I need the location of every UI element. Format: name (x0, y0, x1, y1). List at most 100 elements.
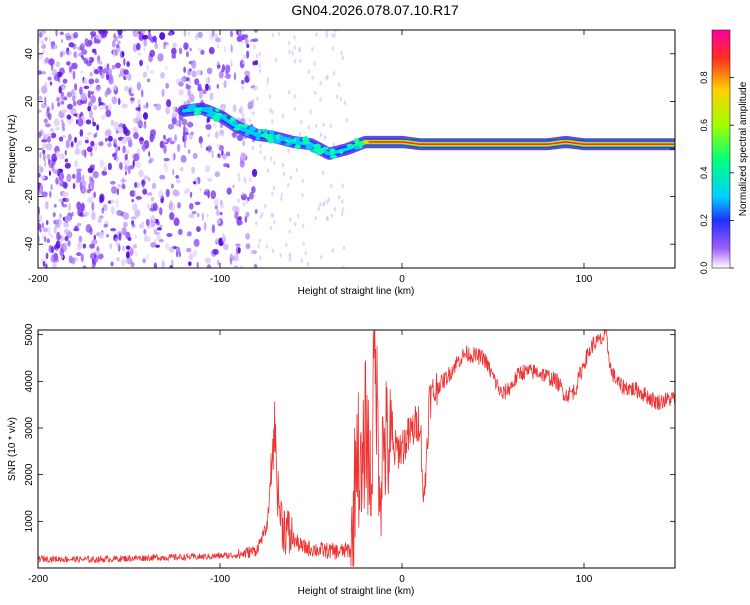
noise-blob (189, 191, 193, 198)
noise-blob (191, 59, 197, 69)
noise-blob (60, 93, 65, 101)
noise-blob (129, 165, 135, 170)
noise-blob (293, 94, 297, 99)
ridge-spot (305, 143, 313, 150)
noise-blob (129, 93, 135, 97)
noise-blob (86, 146, 93, 153)
noise-blob (61, 134, 66, 139)
noise-blob (233, 265, 238, 268)
noise-blob (311, 75, 314, 80)
noise-blob (261, 212, 264, 217)
noise-blob (251, 168, 258, 178)
noise-blob (239, 265, 243, 268)
noise-blob (156, 227, 162, 231)
noise-blob (108, 76, 114, 85)
noise-blob (79, 70, 83, 75)
noise-blob (172, 168, 175, 176)
noise-blob (68, 65, 72, 73)
noise-blob (154, 218, 159, 224)
noise-blob (259, 143, 262, 149)
noise-blob (332, 71, 336, 76)
noise-blob (225, 64, 231, 74)
noise-blob (83, 78, 88, 85)
noise-blob (123, 159, 130, 166)
noise-blob (167, 123, 174, 130)
noise-blob (104, 32, 108, 37)
spectrogram-y-tick-label: -40 (24, 237, 35, 252)
noise-blob (242, 139, 245, 147)
noise-blob (319, 81, 322, 86)
noise-blob (124, 170, 127, 176)
noise-blob (256, 96, 259, 102)
noise-blob (127, 139, 133, 148)
noise-blob (340, 50, 343, 56)
noise-blob (255, 85, 258, 90)
noise-blob (176, 246, 181, 254)
noise-blob (111, 39, 116, 48)
noise-blob (138, 169, 144, 178)
noise-blob (298, 46, 301, 52)
noise-blob (291, 51, 294, 56)
noise-blob (165, 82, 169, 89)
noise-blob (116, 209, 123, 216)
noise-blob (266, 168, 270, 174)
noise-blob (152, 202, 158, 212)
noise-blob (189, 78, 192, 85)
noise-blob (150, 196, 155, 202)
noise-blob (101, 207, 105, 214)
noise-blob (53, 204, 57, 208)
noise-blob (53, 252, 59, 262)
noise-blob (178, 89, 184, 96)
noise-blob (156, 234, 162, 241)
noise-blob (38, 52, 44, 61)
noise-blob (186, 188, 190, 193)
noise-blob (149, 70, 155, 74)
noise-blob (229, 258, 233, 265)
ridge-spot (338, 149, 344, 154)
noise-blob (124, 153, 128, 161)
noise-blob (225, 151, 231, 157)
snr-x-tick-label: -200 (28, 574, 48, 585)
noise-blob (113, 138, 117, 145)
noise-blob (162, 42, 169, 46)
noise-blob (258, 63, 261, 68)
noise-blob (86, 189, 91, 194)
ridge-spot (273, 138, 282, 144)
noise-blob (42, 143, 48, 150)
noise-blob (171, 116, 177, 125)
noise-blob (66, 61, 71, 66)
noise-blob (204, 188, 210, 197)
noise-blob (166, 232, 173, 237)
noise-blob (206, 264, 212, 268)
noise-blob (44, 81, 48, 87)
noise-blob (159, 140, 165, 149)
noise-blob (82, 265, 87, 268)
spectrogram-y-tick-label: 40 (24, 48, 35, 60)
noise-blob (76, 201, 82, 211)
noise-blob (104, 137, 108, 142)
noise-blob (158, 239, 164, 243)
noise-blob (63, 221, 70, 228)
noise-blob (313, 61, 316, 66)
noise-blob (326, 74, 329, 80)
noise-blob (282, 171, 286, 176)
snr-x-tick-label: 100 (576, 574, 593, 585)
noise-blob (115, 62, 121, 69)
noise-blob (41, 191, 48, 198)
snr-y-tick-label: 4000 (24, 370, 35, 393)
noise-blob (72, 183, 76, 189)
noise-blob (45, 263, 48, 268)
noise-blob (122, 145, 126, 154)
noise-blob (93, 191, 97, 198)
noise-blob (205, 124, 212, 130)
noise-blob (168, 246, 175, 253)
noise-blob (107, 162, 112, 171)
noise-blob (45, 220, 49, 226)
noise-blob (212, 248, 219, 255)
ridge-spot (255, 136, 261, 141)
noise-blob (98, 231, 105, 239)
noise-blob (97, 218, 102, 223)
noise-blob (163, 134, 166, 140)
noise-blob (273, 220, 276, 225)
noise-blob (135, 161, 142, 168)
